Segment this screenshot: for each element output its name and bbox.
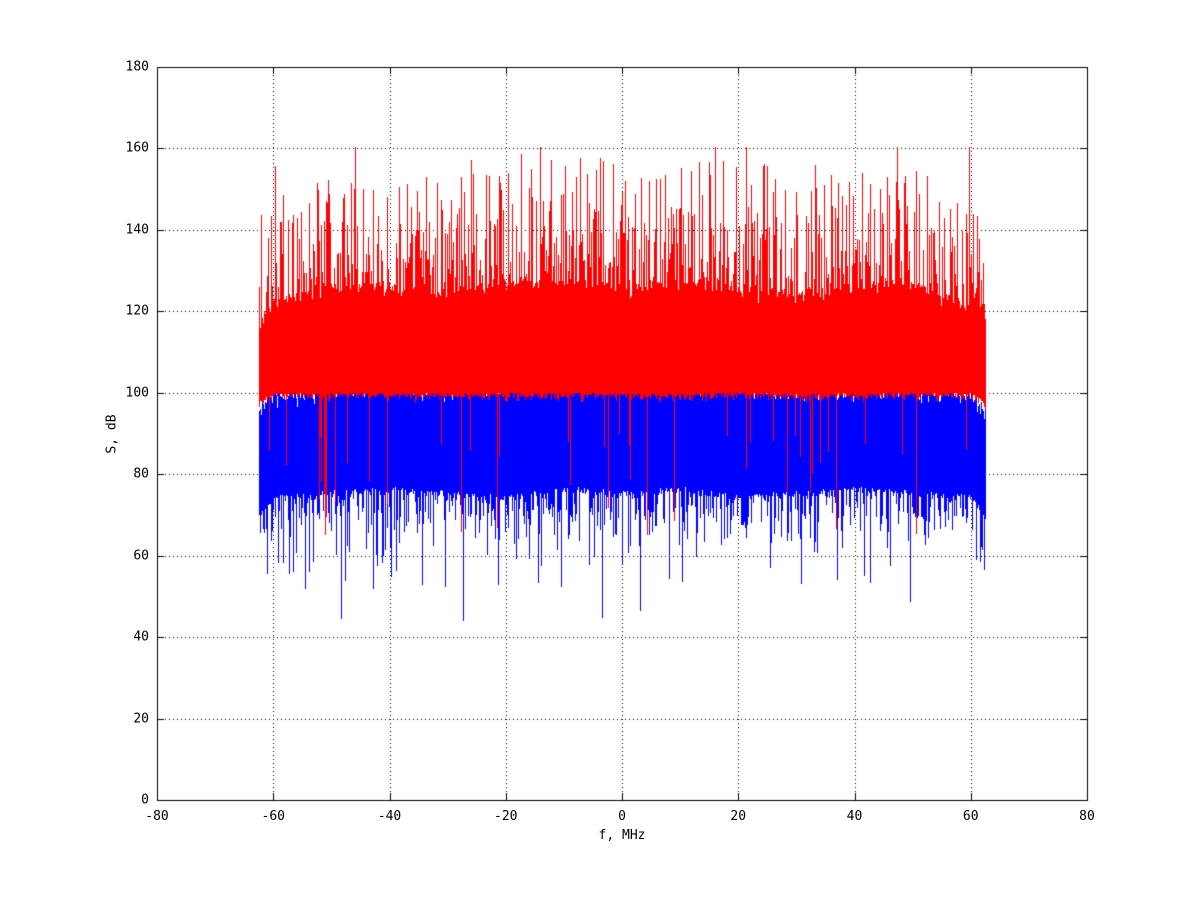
x-tick-label: -80 [145, 809, 169, 824]
y-tick-label: 80 [133, 466, 149, 482]
y-tick-label: 160 [125, 140, 149, 156]
y-tick-label: 120 [125, 303, 149, 319]
x-tick-label: 20 [730, 809, 747, 824]
x-tick-label: 80 [1079, 809, 1095, 824]
y-tick-label: 0 [141, 792, 149, 808]
y-tick-label: 40 [133, 629, 149, 645]
y-tick-label: 20 [133, 711, 149, 727]
x-tick-label: -20 [494, 809, 518, 824]
x-tick-label: -40 [377, 809, 402, 824]
x-tick-label: -60 [261, 809, 285, 824]
y-tick-label: 60 [133, 548, 149, 564]
x-tick-label: 60 [962, 809, 979, 824]
y-tick-label: 100 [125, 385, 149, 401]
x-tick-label: 0 [618, 809, 626, 824]
x-axis-label: f, MHz [598, 828, 646, 843]
y-tick-label: 140 [125, 222, 149, 238]
x-tick-label: 40 [846, 809, 863, 824]
y-tick-label: 180 [125, 59, 149, 75]
y-axis-label: S, dB [104, 413, 120, 454]
